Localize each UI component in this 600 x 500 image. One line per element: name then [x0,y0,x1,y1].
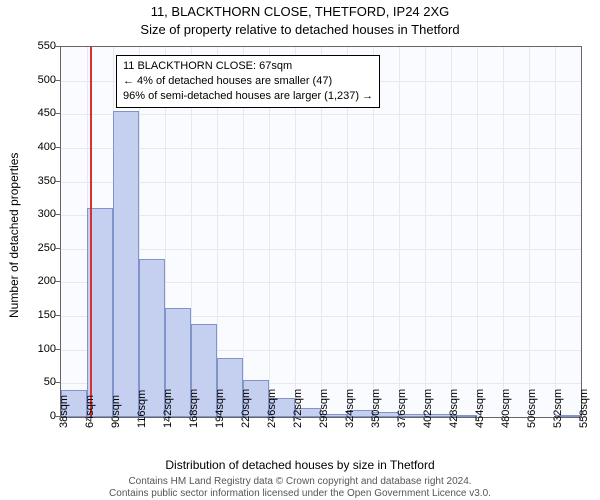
y-tick-mark [55,113,60,114]
y-tick-mark [55,349,60,350]
y-tick-label: 500 [16,74,56,86]
y-tick-label: 0 [16,410,56,422]
x-tick-mark [502,416,503,421]
chart-title-line1: 11, BLACKTHORN CLOSE, THETFORD, IP24 2XG [0,4,600,19]
x-tick-mark [112,416,113,421]
x-tick-mark [60,416,61,421]
y-tick-mark [55,315,60,316]
x-tick-mark [294,416,295,421]
x-tick-mark [372,416,373,421]
x-tick-mark [450,416,451,421]
x-tick-mark [242,416,243,421]
y-tick-label: 100 [16,343,56,355]
annotation-line2: ← 4% of detached houses are smaller (47) [123,74,373,89]
x-tick-mark [398,416,399,421]
chart-container: 11, BLACKTHORN CLOSE, THETFORD, IP24 2XG… [0,0,600,500]
footer-line1: Contains HM Land Registry data © Crown c… [0,476,600,487]
y-tick-mark [55,214,60,215]
y-tick-label: 50 [16,376,56,388]
annotation-line3: 96% of semi-detached houses are larger (… [123,89,373,104]
gridline-v [399,47,400,417]
y-tick-label: 400 [16,141,56,153]
x-tick-mark [424,416,425,421]
gridline-v [555,47,556,417]
y-tick-label: 550 [16,40,56,52]
gridline-v [477,47,478,417]
y-tick-label: 300 [16,208,56,220]
x-tick-mark [164,416,165,421]
property-marker-line [90,47,92,417]
annotation-box: 11 BLACKTHORN CLOSE: 67sqm ← 4% of detac… [116,55,380,108]
footer-line2: Contains public sector information licen… [0,488,600,499]
y-tick-mark [55,80,60,81]
y-tick-mark [55,181,60,182]
x-tick-mark [320,416,321,421]
x-tick-mark [476,416,477,421]
y-tick-label: 450 [16,107,56,119]
x-tick-mark [190,416,191,421]
x-tick-mark [86,416,87,421]
histogram-bar [113,111,139,417]
y-tick-label: 200 [16,275,56,287]
x-tick-mark [554,416,555,421]
gridline-v [529,47,530,417]
annotation-line1: 11 BLACKTHORN CLOSE: 67sqm [123,59,373,74]
y-tick-mark [55,281,60,282]
y-tick-mark [55,46,60,47]
y-tick-mark [55,147,60,148]
x-tick-mark [346,416,347,421]
gridline-v [425,47,426,417]
x-tick-mark [138,416,139,421]
gridline-v [503,47,504,417]
chart-title-line2: Size of property relative to detached ho… [0,22,600,37]
x-tick-mark [216,416,217,421]
x-tick-mark [528,416,529,421]
y-tick-label: 350 [16,175,56,187]
gridline-v [451,47,452,417]
x-tick-mark [268,416,269,421]
plot-area: 11 BLACKTHORN CLOSE: 67sqm ← 4% of detac… [60,46,582,418]
x-tick-mark [580,416,581,421]
y-tick-label: 150 [16,309,56,321]
y-tick-mark [55,248,60,249]
x-axis-label: Distribution of detached houses by size … [0,458,600,472]
y-tick-label: 250 [16,242,56,254]
y-tick-mark [55,382,60,383]
